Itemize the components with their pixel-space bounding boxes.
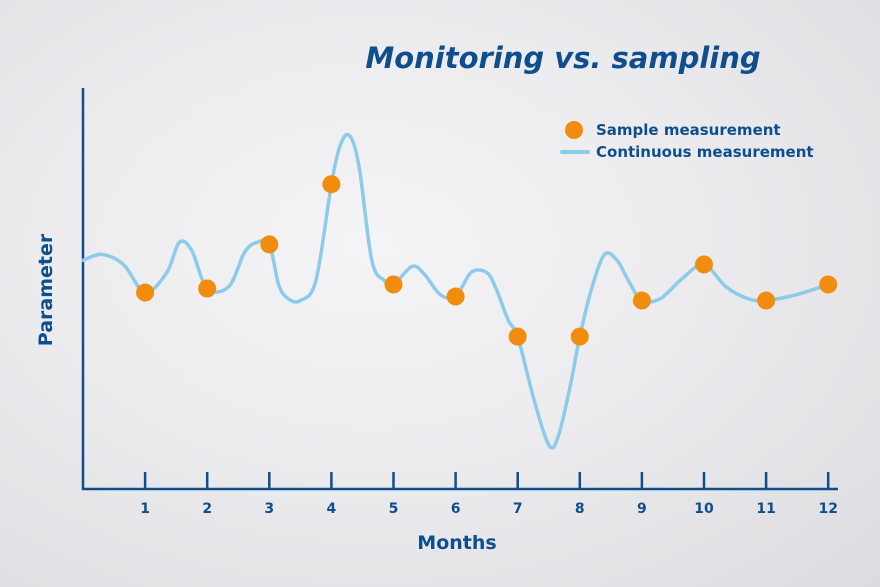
- sample-point: [508, 327, 527, 346]
- sample-point: [632, 291, 651, 310]
- plot-area: [81, 132, 838, 450]
- x-tick-label: 9: [637, 501, 647, 517]
- x-tick-label: 1: [140, 501, 150, 517]
- sample-point: [819, 275, 838, 294]
- x-tick-label: 8: [575, 501, 585, 517]
- legend: Sample measurement Continuous measuremen…: [560, 121, 814, 161]
- sample-point: [198, 279, 217, 298]
- x-tick-label: 5: [389, 501, 399, 517]
- x-tick-label: 7: [513, 501, 523, 517]
- x-tick-label: 3: [264, 501, 274, 517]
- sample-point: [322, 175, 341, 194]
- x-ticks: 1 2 3 4 5 6 7 8 9 10 11 12: [140, 472, 838, 517]
- sample-point: [757, 291, 776, 310]
- x-tick-label: 12: [818, 501, 837, 517]
- x-tick-label: 6: [451, 501, 461, 517]
- sample-point: [446, 287, 465, 306]
- x-tick-label: 11: [756, 501, 775, 517]
- legend-marker-sample: [565, 121, 583, 139]
- y-axis-label: Parameter: [35, 233, 57, 346]
- x-tick-label: 4: [327, 501, 337, 517]
- legend-label-continuous: Continuous measurement: [596, 143, 814, 161]
- chart-title: Monitoring vs. sampling: [365, 41, 760, 75]
- x-axis-label: Months: [417, 532, 496, 554]
- sample-point: [136, 283, 155, 302]
- sample-point: [384, 275, 403, 294]
- sample-point: [260, 235, 279, 254]
- x-tick-label: 2: [202, 501, 212, 517]
- sample-point: [570, 327, 589, 346]
- x-tick-label: 10: [694, 501, 714, 517]
- sample-point: [695, 255, 713, 274]
- legend-label-sample: Sample measurement: [596, 121, 781, 139]
